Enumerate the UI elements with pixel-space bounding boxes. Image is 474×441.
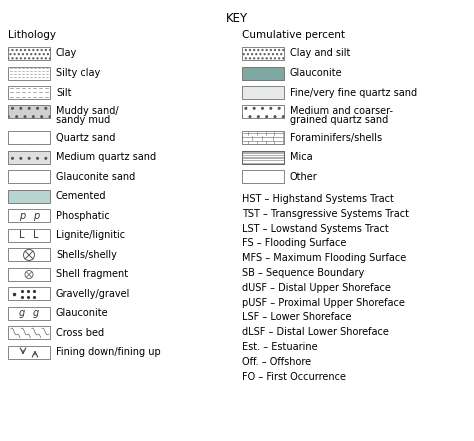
Text: FO – First Occurrence: FO – First Occurrence bbox=[242, 372, 346, 381]
Text: Phosphatic: Phosphatic bbox=[56, 211, 110, 221]
Bar bbox=[242, 151, 284, 164]
Text: FS – Flooding Surface: FS – Flooding Surface bbox=[242, 239, 346, 248]
Bar bbox=[8, 131, 50, 145]
Bar bbox=[242, 155, 284, 156]
Text: Gravelly/gravel: Gravelly/gravel bbox=[56, 289, 130, 299]
Text: Shell fragment: Shell fragment bbox=[56, 269, 128, 280]
Text: Fining down/fining up: Fining down/fining up bbox=[56, 348, 161, 358]
Bar bbox=[242, 131, 284, 145]
Text: Shells/shelly: Shells/shelly bbox=[56, 250, 117, 260]
Bar bbox=[242, 171, 284, 183]
Bar bbox=[242, 160, 284, 161]
Text: Mica: Mica bbox=[290, 153, 313, 162]
Text: Quartz sand: Quartz sand bbox=[56, 133, 115, 143]
Bar bbox=[8, 171, 50, 183]
Text: Est. – Estuarine: Est. – Estuarine bbox=[242, 342, 318, 352]
Text: g: g bbox=[19, 309, 25, 318]
Text: dLSF – Distal Lower Shoreface: dLSF – Distal Lower Shoreface bbox=[242, 327, 389, 337]
Text: grained quartz sand: grained quartz sand bbox=[290, 116, 388, 126]
Text: Off. – Offshore: Off. – Offshore bbox=[242, 357, 311, 367]
Bar bbox=[242, 157, 284, 159]
Text: p: p bbox=[19, 211, 25, 221]
Text: Cemented: Cemented bbox=[56, 191, 107, 202]
Text: g: g bbox=[33, 309, 39, 318]
Bar bbox=[242, 152, 284, 153]
Text: sandy mud: sandy mud bbox=[56, 116, 110, 126]
Bar bbox=[8, 229, 50, 242]
Bar bbox=[242, 86, 284, 99]
Text: Muddy sand/: Muddy sand/ bbox=[56, 106, 118, 116]
Bar bbox=[8, 190, 50, 203]
Bar bbox=[8, 268, 50, 281]
Text: dUSF – Distal Upper Shoreface: dUSF – Distal Upper Shoreface bbox=[242, 283, 391, 293]
Text: Clay: Clay bbox=[56, 49, 77, 59]
Bar bbox=[242, 151, 284, 164]
Text: L: L bbox=[33, 231, 39, 240]
Text: L: L bbox=[19, 231, 25, 240]
Bar bbox=[8, 307, 50, 320]
Text: Cross bed: Cross bed bbox=[56, 328, 104, 338]
Bar bbox=[242, 163, 284, 164]
Bar bbox=[8, 105, 50, 119]
Text: HST – Highstand Systems Tract: HST – Highstand Systems Tract bbox=[242, 194, 394, 204]
Bar bbox=[8, 86, 50, 99]
Text: Fine/very fine quartz sand: Fine/very fine quartz sand bbox=[290, 87, 417, 97]
Text: Medium and coarser-: Medium and coarser- bbox=[290, 106, 393, 116]
Text: Glauconite: Glauconite bbox=[290, 68, 343, 78]
Text: Glauconite: Glauconite bbox=[56, 309, 109, 318]
Text: Clay and silt: Clay and silt bbox=[290, 49, 350, 59]
Bar bbox=[8, 288, 50, 300]
Text: LSF – Lower Shoreface: LSF – Lower Shoreface bbox=[242, 312, 352, 322]
Text: Cumulative percent: Cumulative percent bbox=[242, 30, 345, 40]
Bar bbox=[242, 47, 284, 60]
Text: Foraminifers/shells: Foraminifers/shells bbox=[290, 133, 382, 143]
Text: MFS – Maximum Flooding Surface: MFS – Maximum Flooding Surface bbox=[242, 253, 406, 263]
Bar bbox=[8, 326, 50, 340]
Bar bbox=[8, 248, 50, 262]
Text: Medium quartz sand: Medium quartz sand bbox=[56, 153, 156, 162]
Bar bbox=[8, 209, 50, 223]
Text: SB – Sequence Boundary: SB – Sequence Boundary bbox=[242, 268, 364, 278]
Text: Lignite/lignitic: Lignite/lignitic bbox=[56, 231, 125, 240]
Text: Glauconite sand: Glauconite sand bbox=[56, 172, 135, 182]
Bar bbox=[242, 67, 284, 79]
Bar bbox=[8, 346, 50, 359]
Text: Silty clay: Silty clay bbox=[56, 68, 100, 78]
Text: Other: Other bbox=[290, 172, 318, 182]
Text: p: p bbox=[33, 211, 39, 221]
Bar bbox=[242, 105, 284, 119]
Bar bbox=[8, 47, 50, 60]
Text: LST – Lowstand Systems Tract: LST – Lowstand Systems Tract bbox=[242, 224, 389, 234]
Bar bbox=[8, 67, 50, 79]
Text: KEY: KEY bbox=[226, 12, 248, 25]
Text: Lithology: Lithology bbox=[8, 30, 56, 40]
Text: Silt: Silt bbox=[56, 87, 72, 97]
Bar bbox=[8, 151, 50, 164]
Text: pUSF – Proximal Upper Shoreface: pUSF – Proximal Upper Shoreface bbox=[242, 298, 405, 308]
Text: TST – Transgressive Systems Tract: TST – Transgressive Systems Tract bbox=[242, 209, 409, 219]
